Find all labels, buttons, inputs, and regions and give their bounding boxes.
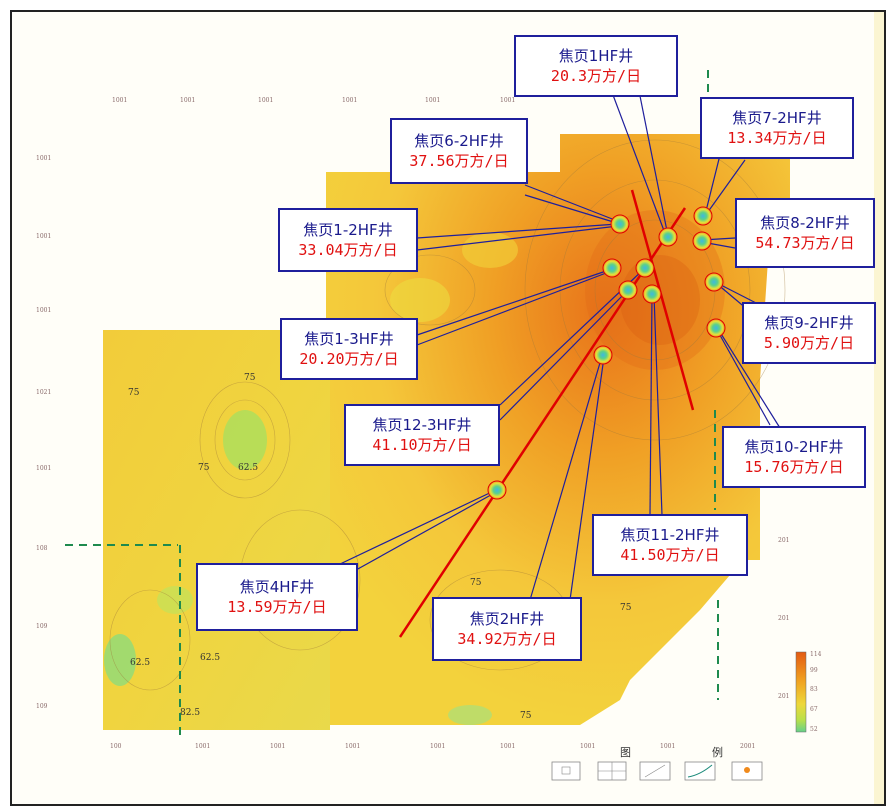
svg-text:109: 109 xyxy=(36,623,48,630)
svg-text:99: 99 xyxy=(810,667,818,674)
well-callout-jy11-2hf[interactable]: 焦页11-2HF井 41.50万方/日 xyxy=(592,514,748,576)
svg-text:52: 52 xyxy=(810,726,818,733)
well-rate: 37.56万方/日 xyxy=(409,151,509,170)
svg-text:82.5: 82.5 xyxy=(180,708,200,718)
well-callout-jy1-2hf[interactable]: 焦页1-2HF井 33.04万方/日 xyxy=(278,208,418,272)
well-callout-jy10-2hf[interactable]: 焦页10-2HF井 15.76万方/日 xyxy=(722,426,866,488)
svg-text:62.5: 62.5 xyxy=(200,653,220,663)
svg-text:1001: 1001 xyxy=(270,743,285,750)
legend-title-left: 图 xyxy=(620,746,631,759)
well-callout-jy4hf[interactable]: 焦页4HF井 13.59万方/日 xyxy=(196,563,358,631)
well-name: 焦页4HF井 xyxy=(239,577,315,596)
svg-text:1001: 1001 xyxy=(36,307,51,314)
svg-text:114: 114 xyxy=(810,651,822,658)
svg-text:67: 67 xyxy=(810,706,818,713)
svg-text:201: 201 xyxy=(778,615,789,622)
svg-text:100: 100 xyxy=(110,743,122,750)
well-marker[interactable] xyxy=(642,284,662,304)
well-rate: 41.10万方/日 xyxy=(372,435,472,454)
color-bar: 114 99 83 67 52 xyxy=(795,651,822,733)
well-rate: 20.20万方/日 xyxy=(299,349,399,368)
well-rate: 13.34万方/日 xyxy=(727,128,827,147)
well-name: 焦页9-2HF井 xyxy=(764,313,854,332)
svg-text:108: 108 xyxy=(36,545,48,552)
svg-text:1001: 1001 xyxy=(500,743,515,750)
well-rate: 41.50万方/日 xyxy=(620,545,720,564)
svg-text:75: 75 xyxy=(244,373,256,383)
svg-text:83: 83 xyxy=(810,686,818,693)
well-marker[interactable] xyxy=(706,318,726,338)
well-name: 焦页6-2HF井 xyxy=(414,131,504,150)
svg-text:1001: 1001 xyxy=(258,97,273,104)
legend-symbols xyxy=(551,761,763,781)
well-marker[interactable] xyxy=(593,345,613,365)
well-name: 焦页7-2HF井 xyxy=(732,108,822,127)
well-callout-jy9-2hf[interactable]: 焦页9-2HF井 5.90万方/日 xyxy=(742,302,876,364)
svg-text:1001: 1001 xyxy=(342,97,357,104)
well-marker[interactable] xyxy=(658,227,678,247)
well-rate: 34.92万方/日 xyxy=(457,629,557,648)
svg-text:1001: 1001 xyxy=(36,155,51,162)
svg-text:1001: 1001 xyxy=(425,97,440,104)
svg-text:1001: 1001 xyxy=(580,743,595,750)
well-rate: 33.04万方/日 xyxy=(298,240,398,259)
svg-text:1001: 1001 xyxy=(36,233,51,240)
well-rate: 20.3万方/日 xyxy=(550,66,642,85)
svg-text:201: 201 xyxy=(778,537,789,544)
right-margin-band xyxy=(874,12,884,804)
svg-text:1001: 1001 xyxy=(345,743,360,750)
fault-lines xyxy=(398,189,695,638)
svg-text:62.5: 62.5 xyxy=(130,658,150,668)
svg-text:62.5: 62.5 xyxy=(238,463,258,473)
well-name: 焦页1-2HF井 xyxy=(303,220,393,239)
well-rate: 54.73万方/日 xyxy=(755,233,855,252)
svg-text:1001: 1001 xyxy=(500,97,515,104)
well-callout-jy1hf[interactable]: 焦页1HF井 20.3万方/日 xyxy=(514,35,678,97)
svg-text:75: 75 xyxy=(520,711,532,721)
well-callout-jy1-3hf[interactable]: 焦页1-3HF井 20.20万方/日 xyxy=(280,318,418,380)
well-marker[interactable] xyxy=(693,206,713,226)
svg-text:201: 201 xyxy=(778,693,789,700)
well-name: 焦页10-2HF井 xyxy=(744,437,844,456)
svg-text:1001: 1001 xyxy=(195,743,210,750)
svg-text:1001: 1001 xyxy=(112,97,127,104)
well-callout-jy12-3hf[interactable]: 焦页12-3HF井 41.10万方/日 xyxy=(344,404,500,466)
well-marker[interactable] xyxy=(618,280,638,300)
svg-text:75: 75 xyxy=(620,603,632,613)
svg-text:75: 75 xyxy=(198,463,210,473)
well-callout-jy7-2hf[interactable]: 焦页7-2HF井 13.34万方/日 xyxy=(700,97,854,159)
svg-text:1001: 1001 xyxy=(660,743,675,750)
well-callout-jy6-2hf[interactable]: 焦页6-2HF井 37.56万方/日 xyxy=(390,118,528,184)
well-markers xyxy=(487,206,726,500)
well-name: 焦页1-3HF井 xyxy=(304,329,394,348)
well-rate: 13.59万方/日 xyxy=(227,597,327,616)
axis-ticks: 1001 1001 1001 1001 1001 1001 1001 1001 … xyxy=(36,97,789,750)
well-marker[interactable] xyxy=(487,480,507,500)
well-name: 焦页12-3HF井 xyxy=(372,415,472,434)
svg-text:109: 109 xyxy=(36,703,48,710)
well-name: 焦页8-2HF井 xyxy=(760,213,850,232)
well-marker[interactable] xyxy=(704,272,724,292)
well-marker[interactable] xyxy=(692,231,712,251)
leader-lines xyxy=(337,94,781,601)
well-marker[interactable] xyxy=(610,214,630,234)
legend-title-right: 例 xyxy=(712,746,723,759)
svg-text:1021: 1021 xyxy=(36,389,51,396)
well-name: 焦页2HF井 xyxy=(469,609,545,628)
well-rate: 15.76万方/日 xyxy=(744,457,844,476)
svg-text:1001: 1001 xyxy=(36,465,51,472)
well-marker[interactable] xyxy=(635,258,655,278)
well-name: 焦页11-2HF井 xyxy=(620,525,720,544)
well-callout-jy8-2hf[interactable]: 焦页8-2HF井 54.73万方/日 xyxy=(735,198,875,268)
well-rate: 5.90万方/日 xyxy=(763,333,855,352)
svg-text:1001: 1001 xyxy=(180,97,195,104)
well-marker[interactable] xyxy=(602,258,622,278)
svg-text:75: 75 xyxy=(128,388,140,398)
svg-text:2001: 2001 xyxy=(740,743,755,750)
well-callout-jy2hf[interactable]: 焦页2HF井 34.92万方/日 xyxy=(432,597,582,661)
svg-text:1001: 1001 xyxy=(430,743,445,750)
well-name: 焦页1HF井 xyxy=(558,46,634,65)
svg-text:75: 75 xyxy=(470,578,482,588)
